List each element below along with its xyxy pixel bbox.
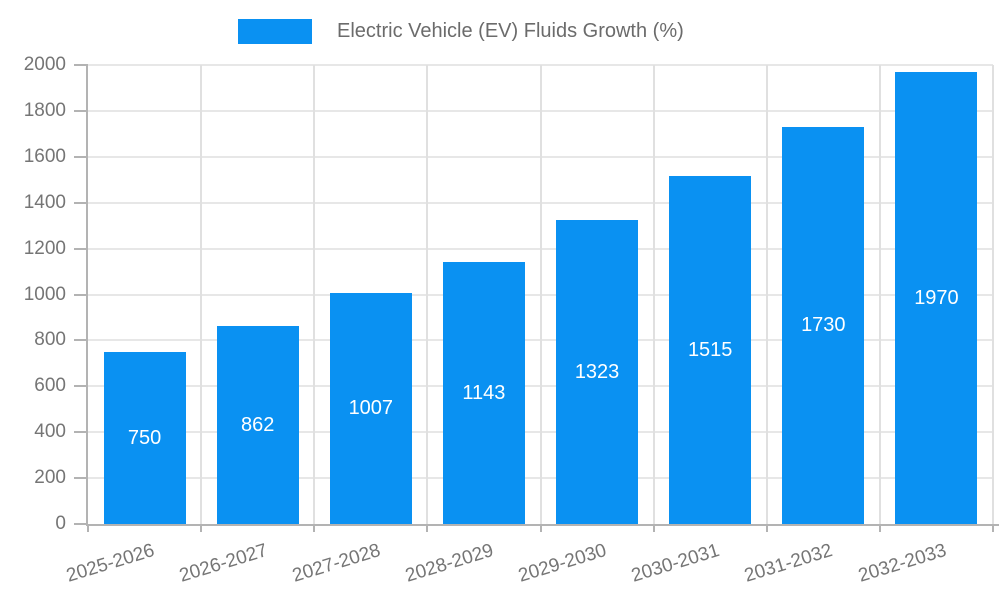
bar[interactable] (782, 126, 865, 524)
y-axis-tick (74, 339, 88, 342)
y-axis-label: 1600 (23, 145, 66, 167)
y-axis-label: 2000 (23, 54, 66, 75)
x-axis-tick (426, 524, 429, 532)
plot-area: 750 862 1007 1143 1323 1515 1730 1970 (88, 64, 994, 524)
x-axis-label: 2030-2031 (629, 540, 723, 587)
y-axis-label: 200 (34, 467, 66, 489)
bar-value-label: 1515 (687, 339, 733, 362)
bar[interactable] (895, 71, 978, 524)
bar-value-label: 1007 (348, 397, 394, 420)
bar[interactable] (329, 292, 412, 524)
x-axis-label: 2026-2027 (176, 540, 270, 587)
gridline-vertical (992, 65, 994, 524)
x-axis-label: 2027-2028 (289, 540, 383, 587)
x-axis-label: 2025-2026 (63, 540, 157, 587)
y-axis-tick (74, 201, 88, 204)
y-axis-tick (74, 293, 88, 296)
bar-value-label: 1970 (914, 286, 959, 309)
y-axis-label: 0 (55, 513, 66, 534)
x-axis-tick (87, 524, 89, 532)
x-axis-tick (992, 524, 994, 532)
gridline-vertical (426, 65, 429, 524)
y-axis-tick (74, 155, 88, 158)
x-axis-tick (765, 524, 768, 532)
y-axis-label: 400 (34, 421, 66, 443)
y-axis-label: 1000 (23, 283, 66, 305)
gridline-vertical (652, 65, 655, 524)
x-axis-label: 2029-2030 (516, 540, 610, 587)
bar-value-label: 1323 (574, 361, 620, 384)
x-axis-line (86, 524, 999, 526)
gridline-vertical (765, 65, 768, 524)
y-axis-line (86, 65, 88, 526)
gridline-vertical (313, 65, 316, 524)
bar[interactable] (442, 261, 525, 524)
y-axis-label: 600 (34, 375, 66, 397)
legend-swatch[interactable] (238, 19, 312, 44)
x-axis-tick (200, 524, 203, 532)
bar-value-label: 750 (127, 426, 162, 449)
bar-value-label: 1143 (462, 381, 506, 404)
y-axis-tick (74, 523, 88, 525)
x-axis-tick (652, 524, 655, 532)
x-axis-tick (878, 524, 881, 532)
bar-value-label: 862 (241, 414, 275, 437)
y-axis-label: 1400 (23, 191, 66, 213)
y-axis-tick (74, 109, 88, 112)
y-axis-label: 800 (34, 329, 66, 351)
bar[interactable] (103, 351, 186, 524)
x-axis-tick (539, 524, 542, 532)
chart-legend[interactable]: Electric Vehicle (EV) Fluids Growth (%) (238, 19, 684, 44)
legend-label: Electric Vehicle (EV) Fluids Growth (%) (337, 20, 684, 42)
x-axis-label: 2032-2033 (855, 540, 949, 587)
bar[interactable] (556, 220, 639, 524)
x-axis-label: 2031-2032 (742, 540, 836, 587)
gridline-vertical (539, 65, 542, 524)
y-axis-tick (74, 431, 88, 434)
bar[interactable] (669, 176, 752, 524)
y-axis-tick (74, 477, 88, 480)
y-axis-tick (74, 247, 88, 250)
gridline-vertical (878, 65, 881, 524)
bar[interactable] (216, 326, 299, 524)
y-axis-tick (74, 385, 88, 388)
y-axis-label: 1800 (23, 99, 66, 121)
y-axis-tick (74, 64, 88, 66)
gridline-vertical (200, 65, 203, 524)
x-axis-tick (313, 524, 316, 532)
x-axis-label: 2028-2029 (403, 540, 497, 587)
y-axis-label: 1200 (23, 237, 66, 259)
bar-value-label: 1730 (801, 314, 846, 337)
